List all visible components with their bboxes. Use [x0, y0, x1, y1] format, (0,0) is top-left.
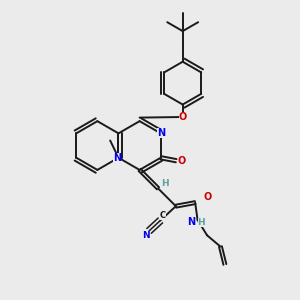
Text: N: N [157, 128, 165, 138]
Text: C: C [160, 211, 166, 220]
Text: O: O [178, 112, 187, 122]
Text: N: N [187, 217, 195, 227]
Text: O: O [203, 192, 212, 202]
Text: H: H [161, 179, 169, 188]
Text: N: N [142, 231, 150, 240]
Text: H: H [198, 218, 205, 227]
Text: N: N [113, 153, 121, 163]
Text: O: O [178, 156, 186, 166]
